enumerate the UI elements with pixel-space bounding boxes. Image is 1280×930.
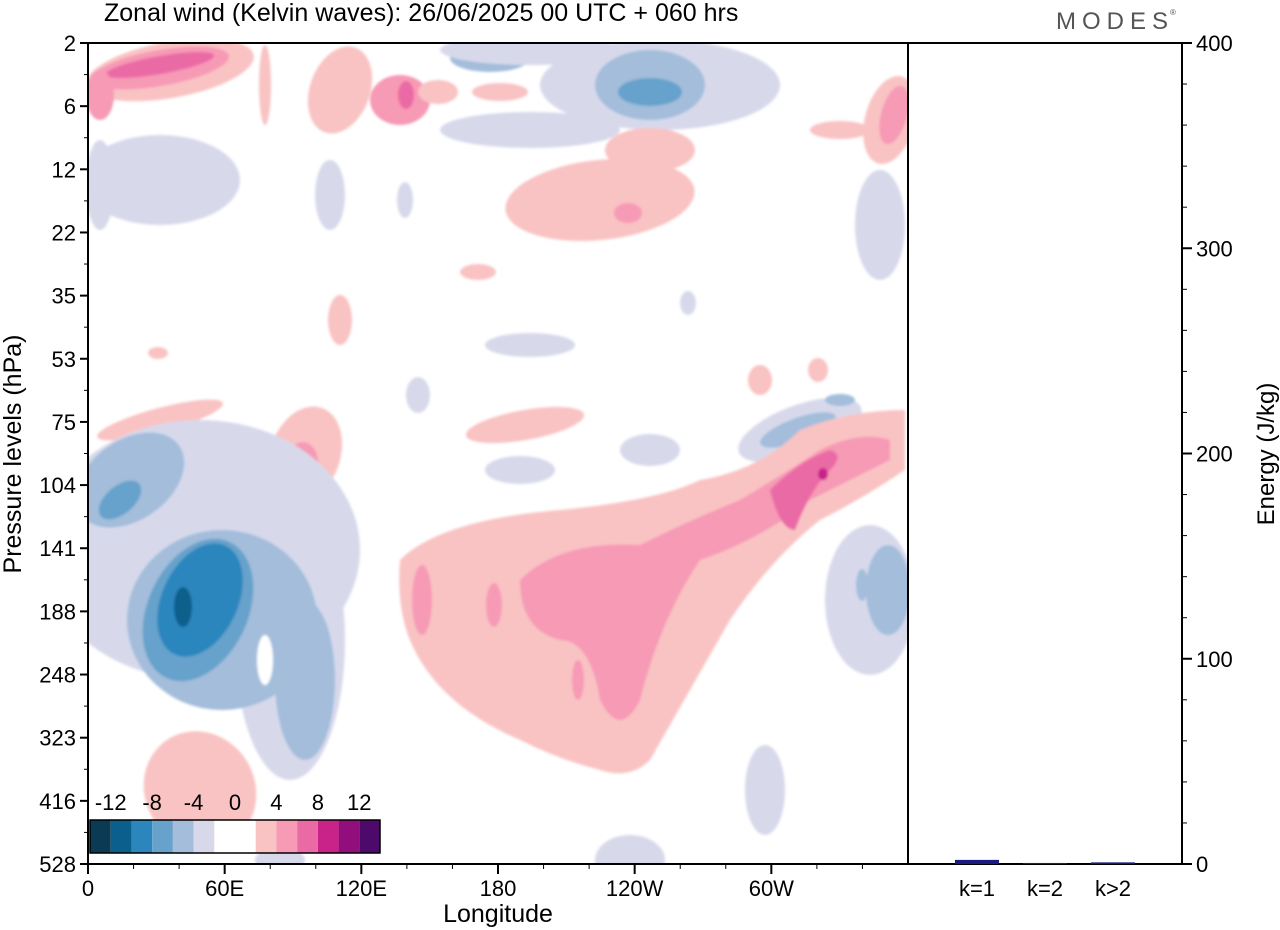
energy-tick-label: 400 (1196, 31, 1233, 56)
modes-logo-text: MODES (1056, 8, 1175, 35)
colorbar-swatch (317, 820, 339, 853)
colorbar-label: 8 (312, 790, 324, 815)
colorbar-swatch (152, 820, 173, 853)
y-tick-label: 53 (52, 347, 76, 372)
pressure-axis: 2 6 12 22 35 53 75 104 141 188 248 323 416 528 (39, 31, 88, 877)
energy-tick-label: 0 (1196, 852, 1208, 877)
colorbar-swatch (193, 820, 215, 853)
y-axis-title: Pressure levels (hPa) (0, 335, 27, 574)
colorbar-swatch (131, 820, 153, 853)
colorbar-label: -8 (142, 790, 162, 815)
colorbar-label: 12 (347, 790, 371, 815)
x-tick-label: 180 (480, 876, 517, 901)
energy-tick-label: 100 (1196, 647, 1233, 672)
x-tick-label: 60E (205, 876, 244, 901)
y-tick-label: 22 (52, 220, 76, 245)
x-axis-title: Longitude (443, 900, 553, 928)
y-tick-label: 75 (52, 410, 76, 435)
colorbar-label: 4 (270, 790, 282, 815)
y-tick-label: 188 (39, 599, 76, 624)
longitude-axis: 0 60E 120E 180 120W 60W (82, 864, 863, 901)
y-tick-label: 12 (52, 157, 76, 182)
y-tick-label: 141 (39, 536, 76, 561)
colorbar: -12 -8 -4 0 4 8 12 (89, 790, 381, 854)
colorbar-swatch (255, 820, 277, 853)
energy-bar-chart: 0 100 200 300 400 k=1 k=2 k>2 (908, 31, 1233, 901)
energy-bar (955, 859, 999, 864)
energy-bar (1023, 862, 1067, 864)
colorbar-label: -12 (95, 790, 127, 815)
colorbar-swatch (276, 820, 298, 853)
energy-category-label: k=2 (1027, 876, 1063, 901)
x-tick-label: 120E (336, 876, 387, 901)
y-tick-label: 6 (64, 94, 76, 119)
energy-tick-label: 200 (1196, 442, 1233, 467)
energy-category-label: k>2 (1095, 876, 1131, 901)
colorbar-label: -4 (184, 790, 204, 815)
x-tick-label: 120W (606, 876, 664, 901)
colorbar-swatch (235, 820, 256, 853)
colorbar-swatch (90, 820, 111, 853)
y-tick-label: 104 (39, 473, 76, 498)
colorbar-swatch (338, 820, 360, 853)
colorbar-frame (89, 819, 381, 854)
colorbar-swatch (172, 820, 194, 853)
colorbar-swatch (110, 820, 132, 853)
colorbar-swatch (297, 820, 318, 853)
colorbar-swatch (359, 820, 380, 853)
colorbar-swatch (214, 820, 235, 853)
energy-tick-label: 300 (1196, 236, 1233, 261)
x-tick-label: 0 (82, 876, 94, 901)
registered-mark: ® (1170, 8, 1176, 17)
y-tick-label: 35 (52, 284, 76, 309)
energy-category-label: k=1 (959, 876, 995, 901)
x-tick-label: 60W (749, 876, 794, 901)
y-tick-label: 416 (39, 789, 76, 814)
y-tick-label: 2 (64, 31, 76, 56)
y-tick-label: 528 (39, 852, 76, 877)
y-tick-label: 323 (39, 726, 76, 751)
energy-bar (1091, 862, 1135, 864)
chart-title: Zonal wind (Kelvin waves): 26/06/2025 00… (104, 0, 738, 27)
heatmap-field (88, 43, 908, 864)
energy-axis-title: Energy (J/kg) (1253, 383, 1280, 526)
y-tick-label: 248 (39, 663, 76, 688)
modes-logo: MODES® (1056, 8, 1176, 36)
colorbar-label: 0 (229, 790, 241, 815)
